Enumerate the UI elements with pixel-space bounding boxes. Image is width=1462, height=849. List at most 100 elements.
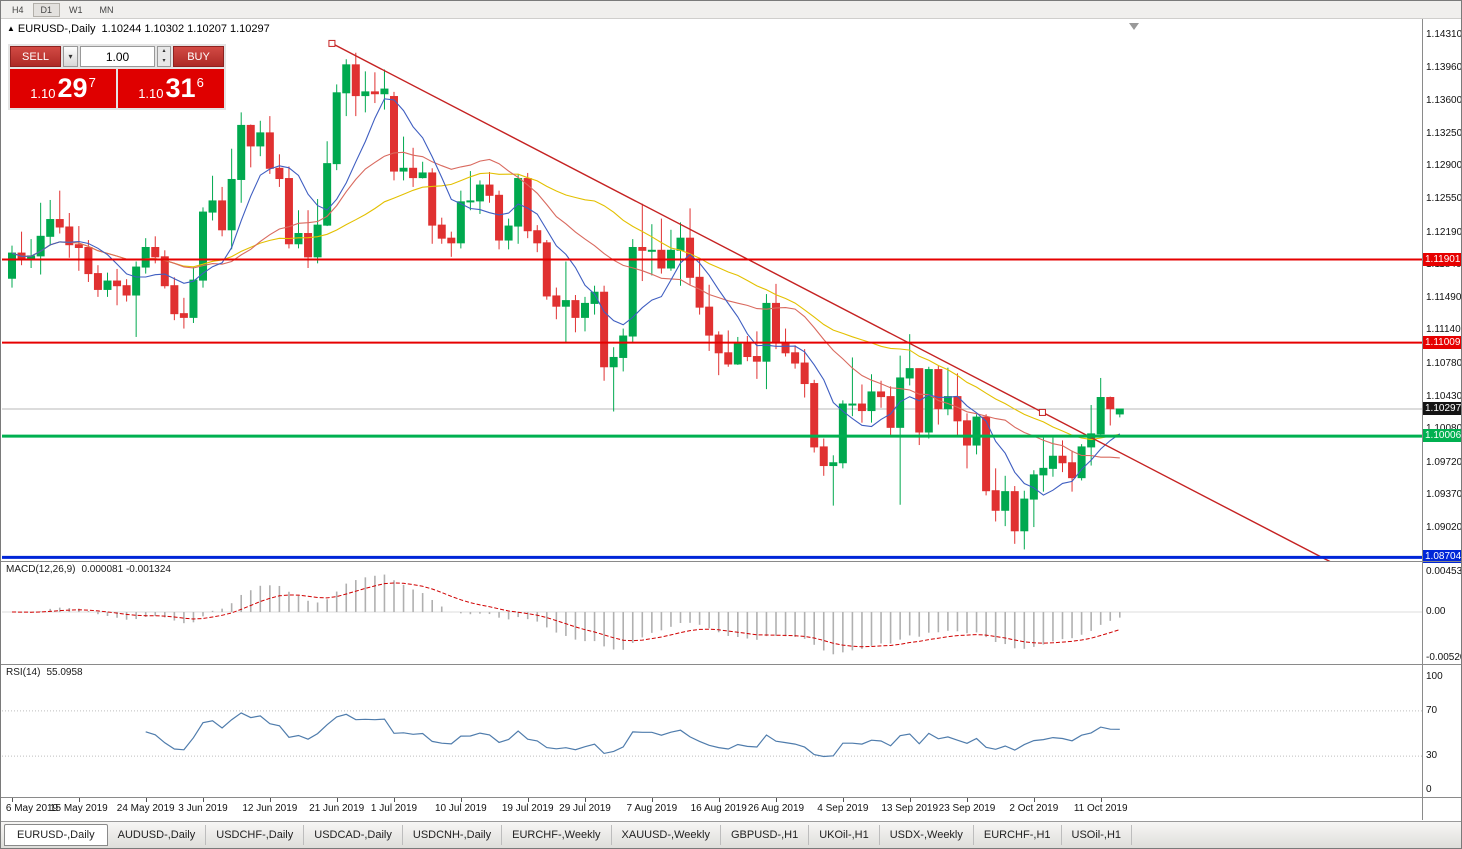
price-tick-label: 1.12190 [1426,226,1462,238]
chevron-down-icon: ▾ [68,52,73,61]
macd-histogram [20,574,1121,655]
rsi-tick-label: 0 [1426,784,1432,795]
sell-price-prefix: 1.10 [30,86,56,101]
timeframe-button-d1[interactable]: D1 [32,2,61,17]
chart-tab-usdchf-daily[interactable]: USDCHF-,Daily [206,825,305,845]
macd-axis[interactable]: 0.004536 0.00 -0.005205 [1422,562,1462,664]
price-tick-label: 1.10430 [1426,390,1462,402]
chart-tab-usdx-weekly[interactable]: USDX-,Weekly [880,825,974,845]
chart-tab-usdcnh-daily[interactable]: USDCNH-,Daily [403,825,503,845]
moving-average-line [11,172,1120,441]
date-tick-mark [967,798,968,802]
chart-tab-eurusd-daily[interactable]: EURUSD-,Daily [4,824,108,846]
date-tick-mark [145,798,147,802]
chart-tab-gbpusd-h1[interactable]: GBPUSD-,H1 [721,825,810,845]
date-tick-label: 24 May 2019 [116,803,175,814]
price-tick-label: 1.09020 [1426,521,1462,533]
time-axis[interactable]: 6 May 2019 15 May 2019 24 May 2019 3 Jun 20… [2,798,1422,820]
chart-tab-usdcad-daily[interactable]: USDCAD-,Daily [304,825,403,845]
rsi-axis[interactable]: 100 70 30 0 [1422,665,1461,797]
date-tick-label: 15 May 2019 [49,803,108,814]
price-tick-label: 1.09720 [1426,456,1462,468]
price-tick-label: 1.12900 [1426,160,1462,172]
price-axis[interactable]: 1.14310 1.13960 1.13600 1.13250 1.12900 1.125… [1422,19,1462,564]
pane-separator[interactable] [1,664,1461,665]
date-tick-label: 2 Oct 2019 [1009,803,1059,814]
rsi-pane[interactable]: RSI(14) 55.0958 [2,665,1422,797]
date-tick-label: 10 Jul 2019 [434,803,487,814]
candles [8,52,1124,550]
lot-size-input[interactable] [80,46,155,67]
triangle-up-icon: ▲ [7,24,15,33]
timeframe-button-w1[interactable]: W1 [61,3,91,17]
lot-dropdown-button[interactable]: ▾ [63,46,78,67]
price-line-flag: 1.10006 [1423,429,1462,443]
price-tick-label: 1.09370 [1426,489,1462,501]
rsi-tick-label: 70 [1426,704,1438,716]
chart-tab-eurchf-h1[interactable]: EURCHF-,H1 [974,825,1062,845]
pane-separator[interactable] [1,561,1461,562]
date-tick-label: 29 Jul 2019 [559,803,611,814]
price-tick-label: 1.11490 [1426,291,1462,303]
price-line-flag: 1.11901 [1423,252,1461,266]
trendline[interactable] [331,42,1331,562]
price-chart-canvas[interactable] [2,19,1422,562]
chart-tab-ukoil-h1[interactable]: UKOil-,H1 [809,825,880,845]
date-tick-label: 7 Aug 2019 [626,803,678,814]
buy-button[interactable]: BUY [173,46,224,67]
sell-price-big-digits: 29 [57,73,88,103]
chart-tab-audusd-daily[interactable]: AUDUSD-,Daily [108,825,207,845]
date-tick-mark [1033,798,1035,802]
macd-tick-label: 0.00 [1426,606,1446,618]
chart-shift-marker-icon[interactable] [1129,23,1139,30]
sell-button[interactable]: SELL [10,46,61,67]
sell-price-button[interactable]: 1.10 29 7 [10,69,116,108]
one-click-trading-panel: SELL ▾ ▴▾ BUY 1.10 29 7 1.10 31 6 [8,44,226,110]
rsi-tick-label: 30 [1426,750,1438,762]
date-tick-label: 11 Oct 2019 [1073,803,1128,814]
date-tick-mark [909,798,911,802]
date-tick-label: 4 Sep 2019 [817,803,869,814]
macd-signal-line [11,582,1120,648]
date-tick-mark [78,798,80,802]
rsi-header: RSI(14) 55.0958 [6,667,83,678]
trendline-anchor[interactable] [1038,408,1046,416]
date-tick-mark [1100,798,1102,802]
timeframe-button-h4[interactable]: H4 [4,3,32,17]
macd-header: MACD(12,26,9) 0.000081 -0.001324 [6,564,171,575]
buy-price-button[interactable]: 1.10 31 6 [118,69,224,108]
macd-values: 0.000081 -0.001324 [81,564,171,575]
date-tick-mark [12,798,13,802]
trade-prices-row: 1.10 29 7 1.10 31 6 [10,69,224,108]
trendline-anchor[interactable] [328,39,336,47]
price-tick-label: 1.13960 [1426,61,1462,73]
date-tick-label: 23 Sep 2019 [938,803,996,814]
price-tick-label: 1.13250 [1426,127,1462,139]
chart-tab-usoil-h1[interactable]: USOil-,H1 [1062,825,1133,845]
date-tick-mark [394,798,395,802]
chart-tab-eurchf-weekly[interactable]: EURCHF-,Weekly [502,825,612,845]
rsi-canvas [2,710,1422,758]
date-tick-label: 12 Jun 2019 [242,803,298,814]
price-chart-pane[interactable]: ▲ EURUSD-,Daily 1.10244 1.10302 1.10207 1.… [2,19,1422,562]
rsi-line [145,712,1120,758]
price-tick-label: 1.13600 [1426,95,1462,107]
moving-average-line [11,151,1120,459]
buy-price-big-digits: 31 [165,73,196,103]
price-tick-label: 1.10080 [1426,423,1461,435]
date-tick-label: 13 Sep 2019 [881,803,939,814]
timeframe-button-mn[interactable]: MN [92,3,122,17]
date-tick-mark [842,798,844,802]
chart-ohlc-values: 1.10244 1.10302 1.10207 1.10297 [101,23,270,35]
chart-tab-xauusd-weekly[interactable]: XAUUSD-,Weekly [612,825,721,845]
price-tick-label: 1.12550 [1426,193,1462,205]
macd-pane[interactable]: MACD(12,26,9) 0.000081 -0.001324 [2,562,1422,664]
date-tick-label: 19 Jul 2019 [501,803,554,814]
date-tick-mark [460,798,462,802]
buy-price-prefix: 1.10 [138,86,164,101]
axis-corner [1422,798,1461,820]
macd-tick-label: 0.004536 [1426,566,1462,577]
lot-stepper[interactable]: ▴ ▾ [157,46,171,67]
date-tick-mark [776,798,777,802]
price-tick-label: 1.10780 [1426,357,1462,369]
